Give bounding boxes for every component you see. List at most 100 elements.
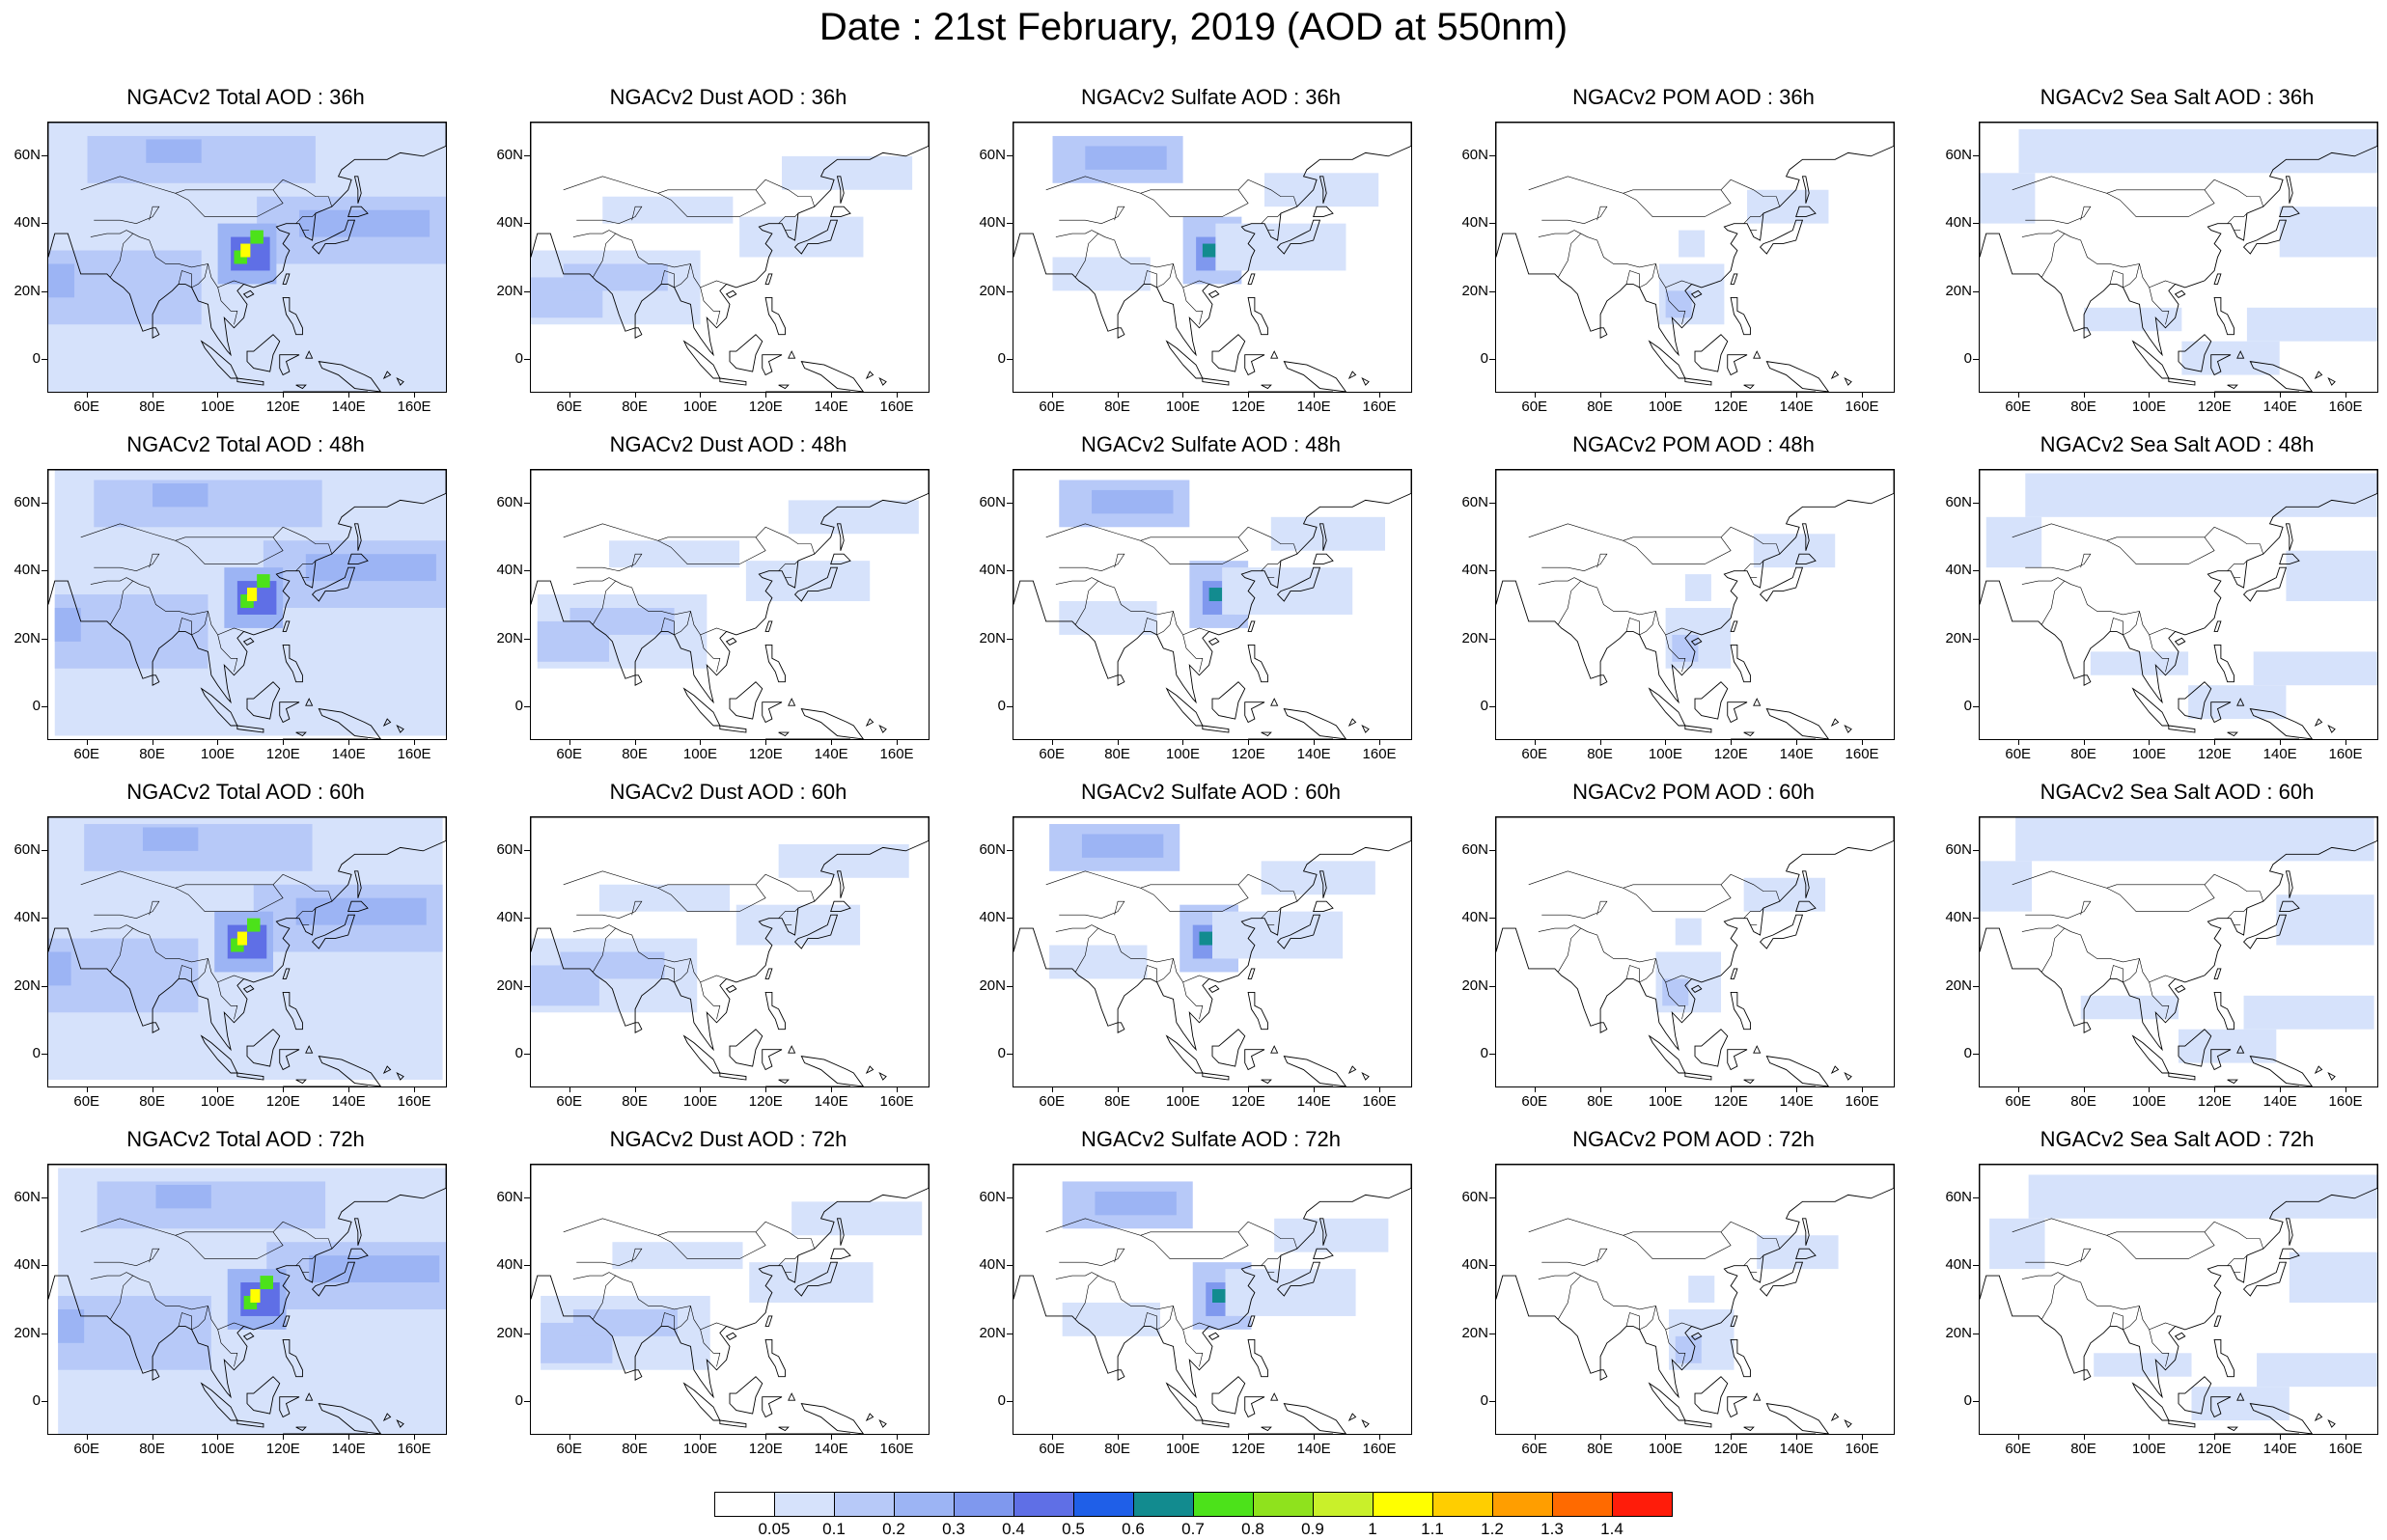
coastline — [2174, 289, 2186, 298]
lat-tick — [524, 155, 531, 157]
aod-patch — [153, 482, 208, 508]
lat-tick — [524, 358, 531, 360]
aod-patch — [1757, 1235, 1839, 1270]
country-border — [2109, 965, 2123, 982]
lon-tick-label: 80E — [622, 399, 648, 415]
lon-tick-label: 120E — [265, 746, 300, 762]
aod-patch — [2188, 685, 2287, 720]
coastline — [1276, 566, 1321, 602]
country-border — [2227, 212, 2248, 224]
lat-tick-label: 20N — [1945, 282, 1972, 299]
coastline — [1759, 914, 1804, 949]
coastline — [2285, 523, 2293, 551]
aod-patch — [778, 843, 909, 878]
coastline — [347, 1248, 369, 1260]
lon-tick-label: 140E — [331, 746, 366, 762]
coastline — [1207, 1332, 1220, 1340]
coastline — [246, 681, 281, 720]
aod-patch — [1215, 223, 1346, 271]
lon-tick-label: 100E — [1648, 1093, 1682, 1110]
lat-tick — [524, 985, 531, 987]
lon-tick-label: 160E — [1845, 1441, 1879, 1457]
lon-tick-label: 100E — [1165, 1441, 1200, 1457]
lat-tick — [524, 918, 531, 920]
map-panel-pom-36h: NGACv2 POM AOD : 36h 60N 40N 20N 0 60E 80E 100E… — [1448, 85, 1895, 415]
country-border — [175, 1231, 284, 1259]
lat-tick — [1489, 1265, 1496, 1267]
lon-tick — [1665, 1434, 1667, 1440]
coastline — [282, 620, 291, 632]
lon-tick-label: 160E — [879, 1093, 914, 1110]
coastline — [788, 350, 796, 359]
lon-tick-label: 120E — [2197, 1093, 2232, 1110]
lon-tick-label: 160E — [1362, 399, 1397, 415]
coastline — [878, 724, 887, 733]
lon-tick-label: 60E — [73, 1093, 100, 1110]
coastline — [1830, 1413, 1840, 1422]
coastline — [1347, 718, 1357, 728]
country-border — [178, 1312, 192, 1330]
coastline — [246, 334, 281, 372]
coastline — [1730, 968, 1738, 979]
lat-tick-label: 40N — [14, 1256, 41, 1274]
aod-patch — [2015, 817, 2374, 862]
coastline — [1684, 1419, 1712, 1428]
country-border — [657, 1231, 766, 1259]
lon-tick — [283, 1086, 285, 1092]
coastline — [1753, 1392, 1762, 1401]
coastline — [725, 984, 737, 993]
country-border — [1261, 1254, 1282, 1266]
coastline — [1165, 687, 1204, 727]
coastline — [1743, 384, 1755, 390]
country-border — [660, 270, 675, 288]
lat-tick-label: 20N — [14, 629, 41, 646]
country-border — [1140, 1231, 1249, 1259]
figure-title: Date : 21st February, 2019 (AOD at 550nm… — [819, 6, 1568, 48]
lat-tick — [524, 850, 531, 852]
lon-tick — [1731, 1434, 1733, 1440]
coastline — [762, 1049, 783, 1071]
colorbar-swatch — [1013, 1492, 1074, 1517]
lat-tick — [1007, 638, 1013, 640]
country-border — [1623, 189, 1732, 217]
country-border — [572, 1272, 727, 1331]
country-border — [1541, 206, 1608, 224]
coastline — [1207, 289, 1220, 298]
panel-title: NGACv2 Sea Salt AOD : 72h — [2040, 1127, 2315, 1151]
coastline — [2314, 718, 2323, 728]
country-border — [2025, 553, 2092, 571]
lat-tick-label: 60N — [979, 1189, 1006, 1206]
colorbar-swatch — [1253, 1492, 1314, 1517]
coastline — [1690, 1332, 1703, 1340]
lat-tick — [524, 638, 531, 640]
coastline — [1599, 1369, 1608, 1381]
country-border — [2106, 884, 2215, 912]
lon-tick-label: 120E — [1231, 746, 1265, 762]
coastline — [793, 566, 839, 602]
lat-tick — [1007, 1053, 1013, 1055]
coastline — [800, 1056, 864, 1086]
map-panel-total-36h: NGACv2 Total AOD : 36h 60N 40N 20N 0 60E 80E 10… — [0, 85, 447, 415]
country-border — [674, 958, 691, 983]
coastline — [1727, 1396, 1748, 1418]
lat-tick — [1489, 705, 1496, 707]
coastline — [279, 354, 300, 376]
lon-tick-label: 100E — [1648, 746, 1682, 762]
coastline — [236, 377, 264, 386]
coastline — [347, 900, 369, 913]
coastline — [1247, 644, 1268, 683]
aod-patch — [560, 951, 665, 979]
coastline — [236, 1419, 264, 1428]
lon-tick-label: 160E — [879, 746, 914, 762]
map-panel-pom-60h: NGACv2 POM AOD : 60h 60N 40N 20N 0 60E 80E 100E… — [1448, 780, 1895, 1110]
lon-tick-label: 140E — [1779, 1093, 1814, 1110]
lon-tick — [2017, 392, 2019, 398]
map-area — [47, 122, 447, 393]
lon-tick-label: 100E — [2131, 1093, 2166, 1110]
lat-tick-label: 20N — [1461, 629, 1488, 646]
coastline — [1765, 1403, 1829, 1434]
country-border — [90, 230, 244, 289]
lat-tick-label: 20N — [14, 976, 41, 994]
map-area — [530, 469, 930, 740]
coastline — [295, 731, 307, 737]
